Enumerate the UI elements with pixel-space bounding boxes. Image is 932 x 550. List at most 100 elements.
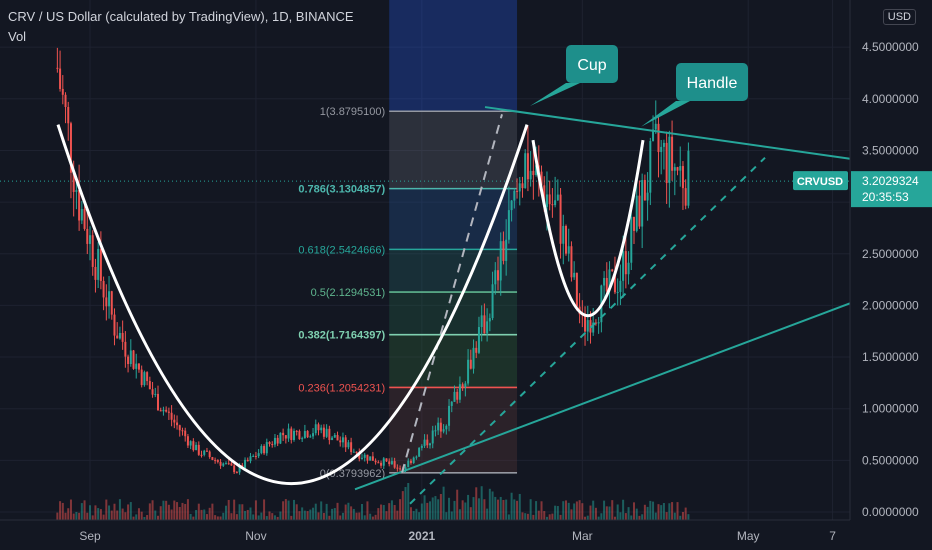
candle-body [613, 271, 616, 293]
candle-body [173, 419, 176, 423]
candle-body [333, 434, 336, 438]
candle-body [374, 460, 377, 463]
candle-body [94, 266, 97, 280]
volume-bar [562, 501, 565, 520]
candle-body [314, 424, 317, 434]
volume-bar [203, 509, 206, 520]
dashed-trend-gray [401, 114, 503, 474]
volume-bar [469, 507, 472, 520]
callout-box [676, 63, 748, 101]
volume-bar [320, 501, 323, 520]
y-tick-label: 4.0000000 [862, 92, 919, 106]
candle-body [393, 461, 396, 468]
candle-body [303, 431, 306, 439]
volume-bar [157, 515, 159, 520]
candle-body [643, 180, 646, 201]
volume-bar [494, 496, 497, 520]
volume-bar [287, 500, 290, 520]
volume-bar [347, 502, 350, 520]
volume-bar [540, 501, 543, 520]
volume-bar [497, 499, 499, 520]
candle-body [434, 430, 437, 432]
candle-body [388, 461, 391, 465]
candle-body [638, 195, 641, 227]
fib-level-label: 0.236(1.2054231) [298, 382, 385, 394]
candle-body [205, 450, 208, 452]
volume-bar [235, 514, 238, 520]
volume-bar [64, 512, 67, 520]
candle-body [630, 216, 633, 263]
candle-body [404, 467, 407, 470]
candle-body [369, 456, 372, 461]
candle-body [491, 284, 494, 319]
chart-title: CRV / US Dollar (calculated by TradingVi… [8, 9, 354, 24]
volume-bar [409, 507, 412, 520]
candle-body [249, 456, 252, 462]
candle-body [83, 209, 86, 229]
volume-bar [641, 514, 644, 520]
volume-bar [276, 516, 279, 520]
candle-body [513, 190, 516, 201]
candle-body [203, 450, 206, 455]
volume-bar [249, 507, 252, 520]
candle-body [624, 251, 627, 275]
last-price-value: 3.2029324 [862, 174, 919, 188]
candle-body [633, 216, 635, 231]
volume-bar [426, 502, 429, 520]
y-tick-label: 0.0000000 [862, 505, 919, 519]
volume-bar [271, 513, 274, 520]
y-tick-label: 4.5000000 [862, 40, 919, 54]
candle-body [439, 422, 442, 432]
candle-body [668, 136, 671, 184]
candle-body [486, 321, 489, 334]
candle-body [415, 456, 418, 458]
candle-body [298, 431, 301, 440]
volume-bar [312, 507, 315, 520]
volume-bar [78, 512, 81, 520]
volume-bar [369, 513, 372, 520]
currency-button[interactable]: USD [882, 9, 916, 25]
candle-body [189, 441, 192, 446]
candle-body [448, 405, 451, 426]
volume-bar [684, 507, 687, 520]
candle-body [518, 183, 521, 192]
volume-bar [646, 506, 649, 520]
volume-bar [687, 514, 690, 520]
volume-bar [132, 516, 135, 520]
candle-body [423, 439, 426, 446]
volume-bar [268, 511, 271, 520]
volume-bar [293, 499, 295, 520]
candle-body [366, 454, 369, 461]
volume-bar [385, 511, 388, 520]
volume-bar [230, 513, 233, 520]
volume-bar [513, 499, 516, 520]
volume-bar [124, 512, 127, 520]
volume-bar [388, 503, 391, 520]
volume-bar [80, 503, 83, 520]
volume-bar [630, 515, 633, 520]
candle-body [116, 335, 119, 339]
last-price-box [851, 171, 932, 208]
candle-body [127, 356, 130, 365]
candle-body [225, 463, 227, 465]
volume-bar [551, 513, 554, 520]
volume-bar [548, 514, 551, 520]
candle-body [246, 459, 249, 462]
candle-body [159, 410, 162, 412]
candle-body [382, 458, 385, 466]
candle-body [320, 427, 323, 431]
candle-body [59, 68, 62, 89]
volume-bar [649, 500, 652, 520]
volume-bar [380, 504, 383, 520]
candle-body [469, 359, 472, 369]
fib-level-label: 0.382(1.7164397) [298, 330, 385, 342]
candle-body [510, 200, 513, 211]
volume-bar [263, 499, 266, 520]
candle-body [295, 430, 298, 432]
volume-bar [635, 508, 638, 520]
candle-body [350, 442, 353, 453]
volume-bar [613, 516, 616, 520]
candle-body [341, 437, 344, 443]
candle-body [110, 291, 113, 315]
